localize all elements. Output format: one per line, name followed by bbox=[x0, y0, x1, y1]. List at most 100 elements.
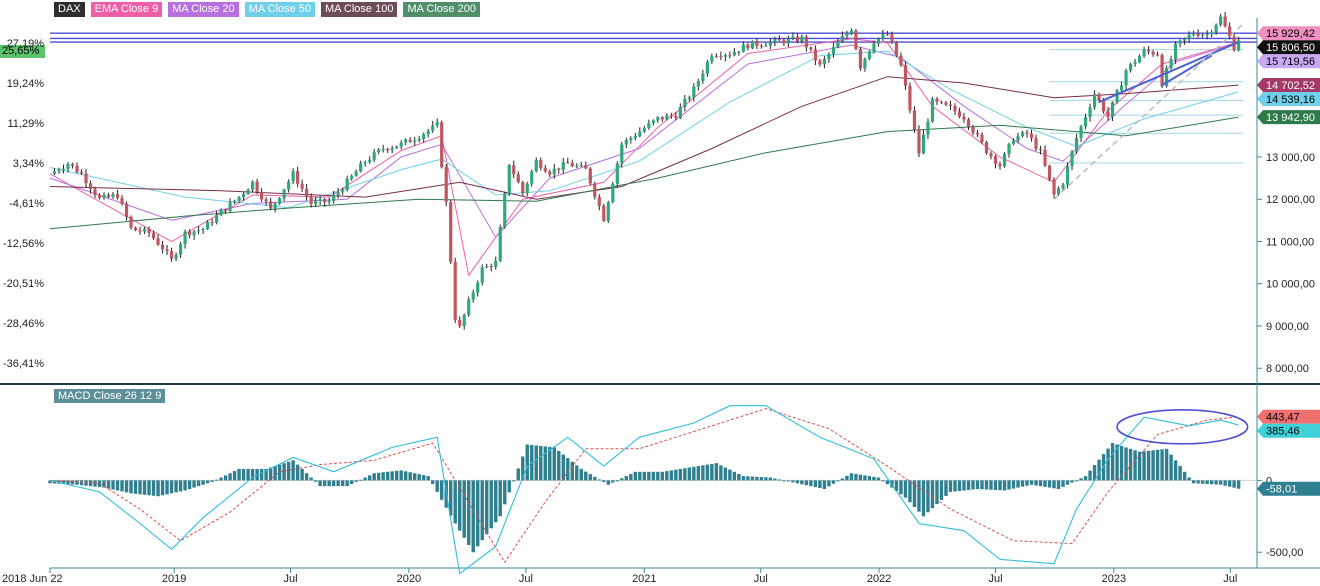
candle-body bbox=[444, 167, 448, 202]
macd-histogram-bar bbox=[1097, 459, 1101, 481]
trendlines bbox=[1053, 23, 1244, 200]
macd-histogram-bar bbox=[561, 454, 565, 481]
candle-body bbox=[534, 160, 538, 172]
macd-histogram-bar bbox=[728, 469, 732, 481]
candle-body bbox=[516, 174, 520, 183]
candle-body bbox=[359, 163, 363, 172]
candle-body bbox=[728, 55, 732, 57]
macd-histogram-bar bbox=[714, 463, 719, 481]
legend-ma200[interactable]: MA Close 200 bbox=[403, 2, 480, 17]
highlight-ellipse bbox=[1116, 409, 1249, 445]
candle-body bbox=[966, 119, 971, 127]
candle-body bbox=[413, 140, 417, 142]
price-label: 13 942,90 bbox=[1257, 110, 1320, 125]
macd-histogram-bar bbox=[813, 480, 818, 488]
candle-body bbox=[1083, 117, 1088, 127]
macd-histogram-bar bbox=[201, 480, 205, 485]
macd-histogram-bar bbox=[836, 480, 840, 482]
macd-histogram-bar bbox=[903, 480, 908, 498]
legend-ma50[interactable]: MA Close 50 bbox=[244, 2, 315, 17]
macd-histogram-bar bbox=[800, 480, 804, 485]
macd-histogram-bar bbox=[1182, 471, 1187, 481]
macd-histogram-bar bbox=[737, 473, 741, 481]
macd-histogram-bar bbox=[476, 480, 480, 547]
candle-body bbox=[1047, 165, 1052, 180]
candle-body bbox=[1187, 34, 1191, 39]
macd-histogram-bar bbox=[440, 480, 444, 500]
candle-body bbox=[975, 132, 980, 135]
macd-histogram-bar bbox=[174, 480, 178, 493]
candle-body bbox=[863, 58, 867, 69]
macd-histogram-bar bbox=[1061, 480, 1065, 487]
legend-dax[interactable]: DAX bbox=[54, 2, 85, 17]
legend-ema9[interactable]: EMA Close 9 bbox=[90, 2, 163, 17]
macd-histogram-bar bbox=[755, 476, 759, 481]
candle-body bbox=[183, 231, 187, 245]
candle-body bbox=[1065, 166, 1070, 185]
candle-body bbox=[278, 198, 282, 204]
macd-histogram-bar bbox=[575, 465, 579, 481]
macd-histogram-bar bbox=[854, 473, 858, 481]
macd-histogram-bar bbox=[449, 480, 453, 516]
candle-body bbox=[431, 125, 435, 131]
macd-legend[interactable]: MACD Close 26 12 9 bbox=[54, 389, 166, 403]
macd-histogram-bar bbox=[385, 471, 390, 481]
macd-histogram-bar bbox=[1146, 450, 1151, 481]
candle-body bbox=[440, 122, 444, 168]
macd-histogram-bar bbox=[178, 480, 183, 492]
macd-histogram-bar bbox=[908, 480, 912, 503]
macd-histogram-bar bbox=[376, 472, 381, 481]
macd-histogram-bar bbox=[372, 473, 376, 481]
candle-body bbox=[917, 129, 921, 154]
candle-body bbox=[1106, 111, 1110, 118]
candle-body bbox=[480, 267, 484, 283]
candle-body bbox=[651, 120, 655, 124]
candle-body bbox=[223, 209, 228, 212]
macd-histogram-bar bbox=[390, 471, 394, 481]
candle-body bbox=[741, 44, 745, 52]
macd-histogram-bar bbox=[304, 473, 309, 481]
candle-body bbox=[169, 250, 174, 259]
macd-value-label: 443,47 bbox=[1257, 409, 1320, 424]
macd-histogram-bar bbox=[1232, 480, 1236, 488]
candle-body bbox=[768, 41, 772, 46]
candle-body bbox=[1210, 32, 1214, 35]
candle-body bbox=[1183, 38, 1187, 41]
price-label-bg bbox=[1257, 54, 1320, 69]
candle-body bbox=[732, 52, 736, 56]
candle-body bbox=[1155, 54, 1160, 56]
macd-histogram-bar bbox=[984, 480, 989, 490]
macd-histogram-bar bbox=[237, 468, 241, 481]
macd-histogram-bar bbox=[827, 480, 831, 487]
candle-body bbox=[935, 98, 939, 102]
candle-body bbox=[453, 261, 457, 320]
macd-histogram-bar bbox=[489, 480, 493, 529]
macd-histogram-bar bbox=[102, 480, 106, 488]
candle-body bbox=[575, 165, 579, 167]
macd-histogram-bar bbox=[719, 465, 723, 481]
candles bbox=[52, 12, 1241, 330]
legend-ma100[interactable]: MA Close 100 bbox=[320, 2, 398, 17]
macd-histogram-bar bbox=[1133, 450, 1137, 481]
macd-histogram-bar bbox=[277, 464, 282, 481]
macd-histogram-bar bbox=[539, 445, 543, 481]
macd-histogram-bar bbox=[989, 480, 993, 490]
price-label-bg bbox=[1257, 78, 1320, 93]
macd-histogram-bar bbox=[503, 480, 507, 505]
macd-histogram-bar bbox=[660, 471, 665, 481]
candle-body bbox=[237, 197, 241, 201]
candle-body bbox=[665, 115, 669, 120]
candle-body bbox=[368, 159, 372, 162]
legend-ma20[interactable]: MA Close 20 bbox=[168, 2, 239, 17]
macd-histogram-bar bbox=[926, 480, 930, 513]
candle-body bbox=[561, 162, 565, 170]
candle-body bbox=[386, 149, 390, 151]
macd-histogram-bar bbox=[516, 468, 520, 481]
macd-histogram-bar bbox=[286, 461, 291, 481]
macd-histogram-bar bbox=[971, 480, 975, 490]
candle-body bbox=[1092, 94, 1097, 108]
candle-body bbox=[309, 196, 313, 205]
candle-body bbox=[1088, 107, 1092, 118]
macd-histogram-bar bbox=[633, 471, 638, 481]
